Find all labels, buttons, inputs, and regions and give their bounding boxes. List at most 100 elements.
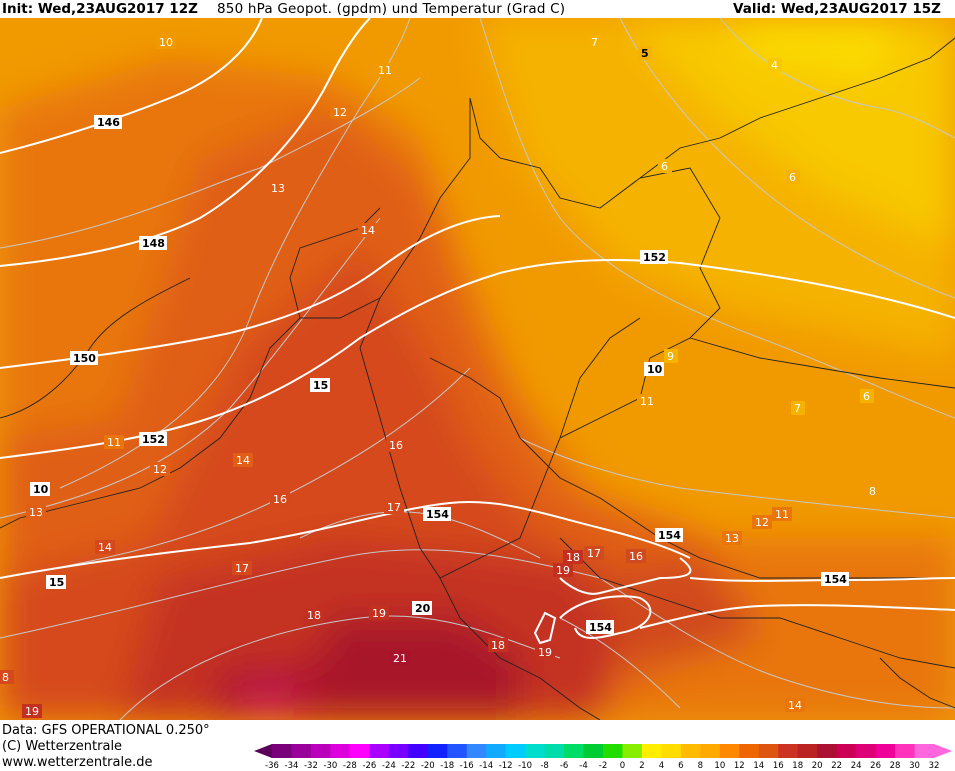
temp-label: 19: [553, 563, 573, 577]
temp-label: 17: [384, 500, 404, 514]
geopot-label: 154: [821, 572, 849, 586]
temp-label: 18: [563, 550, 583, 564]
colorbar-tick-label: -18: [440, 761, 454, 768]
colorbar-tick-label: 22: [831, 761, 842, 768]
svg-text:20: 20: [415, 602, 431, 615]
temp-label: 12: [150, 462, 170, 476]
svg-text:150: 150: [73, 352, 96, 365]
colorbar-tick-label: -26: [362, 761, 376, 768]
svg-text:13: 13: [29, 506, 43, 519]
temp-label: 7: [588, 35, 602, 49]
colorbar-tick-label: 12: [734, 761, 745, 768]
colorbar-tick-label: -22: [401, 761, 415, 768]
svg-text:152: 152: [142, 433, 165, 446]
colorbar-cell: [700, 744, 721, 758]
geopot-label: 152: [640, 250, 668, 264]
colorbar-tick-label: 30: [909, 761, 920, 768]
colorbar-tick-label: -24: [382, 761, 396, 768]
svg-text:10: 10: [33, 483, 49, 496]
svg-text:154: 154: [658, 529, 681, 542]
colorbar-cell: [836, 744, 857, 758]
temp-label: 14: [233, 453, 253, 467]
temp-label: 14: [358, 223, 378, 237]
svg-text:154: 154: [589, 621, 612, 634]
svg-text:21: 21: [393, 652, 407, 665]
colorbar-tick-label: -30: [323, 761, 337, 768]
colorbar-tick-label: -34: [285, 761, 299, 768]
colorbar-tick-label: 10: [714, 761, 725, 768]
footer: Data: GFS OPERATIONAL 0.250° (C) Wetterz…: [0, 720, 955, 770]
temp-label: 13: [268, 181, 288, 195]
temp-label: 15: [46, 575, 66, 589]
isotherm-lines: [0, 18, 955, 720]
temperature-labels: 10 11 12 13 14 15 16 17 18 19 20 21 7 5 …: [0, 35, 880, 718]
colorbar-cell: [330, 744, 351, 758]
colorbar-cell: [505, 744, 526, 758]
init-time-label: Init: Wed,23AUG2017 12Z: [2, 1, 198, 17]
colorbar-cell: [739, 744, 760, 758]
temp-label: 4: [768, 58, 782, 72]
temp-label: 7: [791, 401, 805, 415]
svg-text:14: 14: [361, 224, 375, 237]
colorbar-tick-label: 4: [659, 761, 664, 768]
svg-text:10: 10: [647, 363, 663, 376]
temp-label: 15: [310, 378, 330, 392]
temp-label: 14: [785, 698, 805, 712]
colorbar-cell: [778, 744, 799, 758]
svg-text:14: 14: [788, 699, 802, 712]
colorbar-tick-label: 14: [753, 761, 764, 768]
temp-label: 19: [22, 704, 42, 718]
colorbar-cell: [291, 744, 312, 758]
svg-text:146: 146: [97, 116, 120, 129]
colorbar-tick-label: -28: [343, 761, 357, 768]
colorbar-cell: [641, 744, 662, 758]
temp-label: 10: [30, 482, 50, 496]
temp-label: 19: [535, 645, 555, 659]
colorbar-tick-label: 18: [792, 761, 803, 768]
temp-label: 9: [664, 349, 678, 363]
temp-label: 11: [637, 394, 657, 408]
colorbar-cell: [661, 744, 682, 758]
colorbar-cell: [914, 744, 935, 758]
colorbar-tick-label: 26: [870, 761, 881, 768]
colorbar-cell: [895, 744, 916, 758]
svg-text:6: 6: [661, 160, 668, 173]
colorbar-cell: [466, 744, 487, 758]
colorbar-cell: [349, 744, 370, 758]
colorbar-left-arrow: [254, 744, 272, 758]
colorbar-tick-label: -36: [265, 761, 279, 768]
colorbar-cell: [758, 744, 779, 758]
colorbar-cell: [272, 744, 292, 758]
colorbar-cell: [447, 744, 468, 758]
temp-label: 5: [638, 46, 652, 60]
colorbar-cell: [486, 744, 507, 758]
temp-label: 6: [786, 170, 800, 184]
header-bar: Init: Wed,23AUG2017 12Z 850 hPa Geopot. …: [0, 0, 955, 18]
colorbar-cell: [408, 744, 429, 758]
svg-text:12: 12: [755, 516, 769, 529]
colorbar-cell: [525, 744, 546, 758]
colorbar-cell: [603, 744, 623, 758]
svg-text:154: 154: [824, 573, 847, 586]
geopot-label: 154: [655, 528, 683, 542]
svg-text:15: 15: [313, 379, 328, 392]
geopot-label: 154: [586, 620, 614, 634]
svg-text:9: 9: [667, 350, 674, 363]
colorbar-cell: [817, 744, 838, 758]
svg-text:7: 7: [794, 402, 801, 415]
colorbar-tick-label: 6: [678, 761, 683, 768]
svg-text:152: 152: [643, 251, 666, 264]
svg-text:8: 8: [2, 671, 9, 684]
svg-text:11: 11: [378, 64, 392, 77]
geopotential-labels: 146 148 150 152 152 154 154 154 154: [70, 115, 849, 634]
svg-text:14: 14: [236, 454, 250, 467]
weather-map: 10 11 12 13 14 15 16 17 18 19 20 21 7 5 …: [0, 18, 955, 720]
colorbar-tick-label: -20: [421, 761, 435, 768]
svg-text:17: 17: [387, 501, 401, 514]
svg-text:12: 12: [333, 106, 347, 119]
geopot-label: 150: [70, 351, 98, 365]
temp-label: 11: [375, 63, 395, 77]
website-link[interactable]: www.wetterzentrale.de: [2, 755, 153, 770]
temp-label: 20: [412, 601, 432, 615]
temp-label: 12: [752, 515, 772, 529]
